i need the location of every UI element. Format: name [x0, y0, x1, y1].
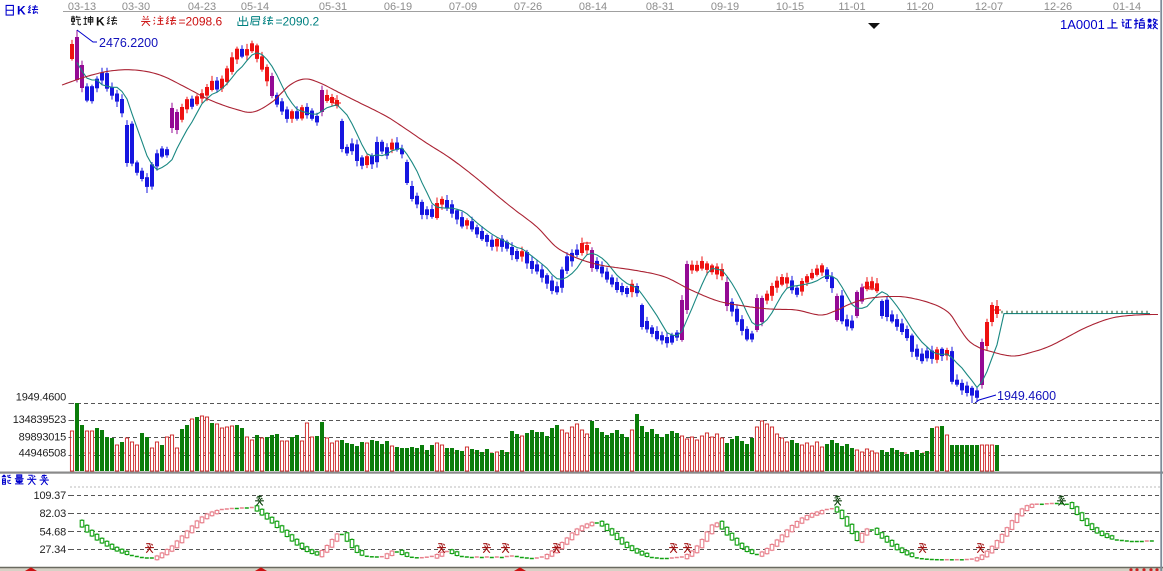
svg-text:08-14: 08-14: [579, 1, 607, 13]
svg-text:1A0001: 1A0001: [1060, 17, 1105, 32]
svg-text:12-26: 12-26: [1044, 1, 1072, 13]
svg-text:03-30: 03-30: [122, 1, 150, 13]
svg-text:11-20: 11-20: [906, 1, 933, 13]
svg-text:2476.2200: 2476.2200: [99, 36, 158, 50]
svg-text:01-14: 01-14: [1113, 1, 1141, 13]
svg-text:134839523: 134839523: [13, 414, 66, 426]
svg-text:=2090.2: =2090.2: [276, 15, 320, 29]
svg-text:05-14: 05-14: [241, 1, 269, 13]
svg-text:=2098.6: =2098.6: [179, 15, 223, 29]
svg-text:07-09: 07-09: [449, 1, 477, 13]
svg-text:109.37: 109.37: [34, 490, 67, 502]
svg-text:27.34: 27.34: [39, 544, 66, 556]
svg-text:K: K: [17, 4, 26, 18]
svg-text:1949.4600: 1949.4600: [997, 389, 1056, 403]
svg-text:05-31: 05-31: [319, 1, 347, 13]
svg-text:54.68: 54.68: [39, 526, 66, 538]
svg-text:11-01: 11-01: [838, 1, 865, 13]
svg-text:09-19: 09-19: [711, 1, 739, 13]
svg-text:06-19: 06-19: [384, 1, 412, 13]
svg-text:12-07: 12-07: [975, 1, 1003, 13]
svg-text:07-26: 07-26: [514, 1, 542, 13]
svg-text:K: K: [96, 15, 105, 29]
svg-text:1949.4600: 1949.4600: [16, 392, 66, 404]
svg-text:08-31: 08-31: [646, 1, 674, 13]
svg-text:89893015: 89893015: [19, 432, 66, 444]
svg-text:44946508: 44946508: [19, 448, 66, 460]
svg-text:04-23: 04-23: [188, 1, 216, 13]
svg-text:10-15: 10-15: [776, 1, 804, 13]
svg-text:82.03: 82.03: [39, 508, 66, 520]
svg-text:03-13: 03-13: [68, 1, 96, 13]
